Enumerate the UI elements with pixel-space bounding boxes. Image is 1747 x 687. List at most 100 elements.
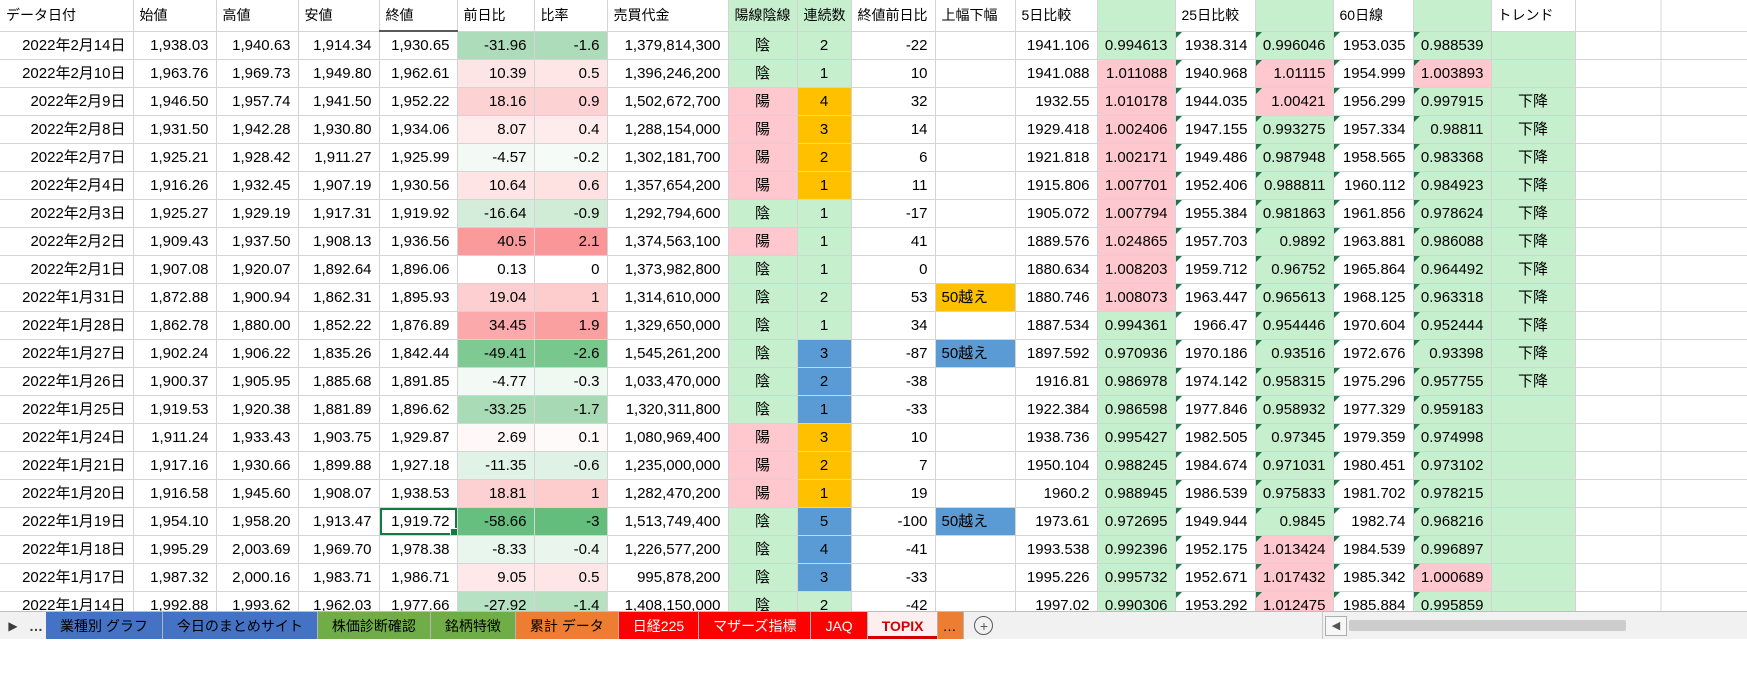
cell-candle[interactable]: 陽 (728, 87, 798, 116)
cell-ma60[interactable]: 1958.565 (1333, 143, 1414, 172)
sheet-tab-4[interactable]: 累計 データ (515, 612, 619, 639)
cell-volume[interactable]: 1,288,154,000 (607, 115, 729, 144)
cell-change[interactable]: 8.07 (457, 115, 535, 144)
cell-ma25-ratio[interactable]: 0.987948 (1255, 143, 1334, 172)
cell-ma60-ratio[interactable]: 0.93398 (1413, 339, 1492, 368)
cell-streak[interactable]: 2 (797, 143, 852, 172)
cell-percent[interactable]: -0.9 (534, 199, 608, 228)
cell-empty[interactable] (1575, 451, 1747, 480)
cell-percent[interactable]: -0.6 (534, 451, 608, 480)
cell-ma5[interactable]: 1929.418 (1015, 115, 1098, 144)
header-cell-low[interactable]: 安値 (298, 0, 380, 32)
cell-run-change[interactable]: 32 (851, 87, 936, 116)
cell-close[interactable]: 1,876.89 (379, 311, 458, 340)
cell-high[interactable]: 1,937.50 (216, 227, 299, 256)
cell-ma25[interactable]: 1957.703 (1175, 227, 1256, 256)
cell-band[interactable] (935, 563, 1016, 592)
cell-open[interactable]: 1,954.10 (133, 507, 217, 536)
cell-streak[interactable]: 1 (797, 59, 852, 88)
cell-ma60[interactable]: 1963.881 (1333, 227, 1414, 256)
cell-open[interactable]: 1,902.24 (133, 339, 217, 368)
cell-open[interactable]: 1,911.24 (133, 423, 217, 452)
cell-ma25[interactable]: 1984.674 (1175, 451, 1256, 480)
cell-ma25-ratio[interactable]: 1.01115 (1255, 59, 1334, 88)
cell-change[interactable]: -49.41 (457, 339, 535, 368)
cell-ma60-ratio[interactable]: 0.988539 (1413, 31, 1492, 60)
cell-open[interactable]: 1,992.88 (133, 591, 217, 611)
cell-ma25-ratio[interactable]: 0.97345 (1255, 423, 1334, 452)
cell-volume[interactable]: 1,302,181,700 (607, 143, 729, 172)
cell-ma25[interactable]: 1952.671 (1175, 563, 1256, 592)
cell-ma25[interactable]: 1977.846 (1175, 395, 1256, 424)
cell-change[interactable]: 0.13 (457, 255, 535, 284)
cell-streak[interactable]: 5 (797, 507, 852, 536)
cell-close[interactable]: 1,896.06 (379, 255, 458, 284)
cell-run-change[interactable]: 10 (851, 59, 936, 88)
cell-close[interactable]: 1,891.85 (379, 367, 458, 396)
cell-ma5[interactable]: 1889.576 (1015, 227, 1098, 256)
cell-close[interactable]: 1,930.56 (379, 171, 458, 200)
cell-ma5[interactable]: 1905.072 (1015, 199, 1098, 228)
cell-change[interactable]: 10.39 (457, 59, 535, 88)
cell-ma5[interactable]: 1993.538 (1015, 535, 1098, 564)
scrollbar-thumb[interactable] (1349, 620, 1627, 631)
cell-volume[interactable]: 1,292,794,600 (607, 199, 729, 228)
cell-ma60-ratio[interactable]: 0.984923 (1413, 171, 1492, 200)
cell-percent[interactable]: -1.7 (534, 395, 608, 424)
cell-candle[interactable]: 陽 (728, 115, 798, 144)
cell-run-change[interactable]: -100 (851, 507, 936, 536)
cell-volume[interactable]: 1,314,610,000 (607, 283, 729, 312)
cell-empty[interactable] (1575, 171, 1747, 200)
cell-empty[interactable] (1575, 143, 1747, 172)
cell-ma5[interactable]: 1997.02 (1015, 591, 1098, 611)
cell-ma60-ratio[interactable]: 0.996897 (1413, 535, 1492, 564)
cell-ma60-ratio[interactable]: 0.986088 (1413, 227, 1492, 256)
header-cell-empty[interactable] (1575, 0, 1747, 32)
sheet-tab-9[interactable]: … (938, 612, 965, 639)
cell-ma25[interactable]: 1952.175 (1175, 535, 1256, 564)
cell-ma5-ratio[interactable]: 1.007794 (1097, 199, 1176, 228)
cell-ma60-ratio[interactable]: 0.968216 (1413, 507, 1492, 536)
cell-ma5[interactable]: 1897.592 (1015, 339, 1098, 368)
cell-ma60[interactable]: 1965.864 (1333, 255, 1414, 284)
cell-streak[interactable]: 1 (797, 395, 852, 424)
cell-ma25[interactable]: 1963.447 (1175, 283, 1256, 312)
scroll-left-icon[interactable]: ◀ (1325, 615, 1347, 636)
cell-close[interactable]: 1,934.06 (379, 115, 458, 144)
cell-empty[interactable] (1575, 479, 1747, 508)
cell-run-change[interactable]: 10 (851, 423, 936, 452)
cell-trend[interactable]: 下降 (1491, 255, 1576, 284)
cell-close[interactable]: 1,986.71 (379, 563, 458, 592)
cell-trend[interactable]: 下降 (1491, 227, 1576, 256)
cell-trend[interactable]: 下降 (1491, 199, 1576, 228)
cell-change[interactable]: 2.69 (457, 423, 535, 452)
cell-percent[interactable]: -0.3 (534, 367, 608, 396)
cell-percent[interactable]: 0.5 (534, 563, 608, 592)
cell-streak[interactable]: 1 (797, 311, 852, 340)
header-cell-ma25-ratio[interactable] (1255, 0, 1334, 32)
cell-candle[interactable]: 陰 (728, 31, 798, 60)
cell-trend[interactable]: 下降 (1491, 115, 1576, 144)
cell-ma25-ratio[interactable]: 0.971031 (1255, 451, 1334, 480)
cell-ma25-ratio[interactable]: 0.988811 (1255, 171, 1334, 200)
cell-low[interactable]: 1,911.27 (298, 143, 380, 172)
cell-empty[interactable] (1575, 283, 1747, 312)
cell-trend[interactable] (1491, 423, 1576, 452)
cell-ma25-ratio[interactable]: 1.00421 (1255, 87, 1334, 116)
cell-percent[interactable]: 0.9 (534, 87, 608, 116)
cell-ma60[interactable]: 1984.539 (1333, 535, 1414, 564)
cell-band[interactable] (935, 423, 1016, 452)
cell-change[interactable]: -16.64 (457, 199, 535, 228)
cell-volume[interactable]: 1,502,672,700 (607, 87, 729, 116)
cell-ma60[interactable]: 1985.342 (1333, 563, 1414, 592)
cell-change[interactable]: -4.77 (457, 367, 535, 396)
cell-empty[interactable] (1575, 367, 1747, 396)
cell-change[interactable]: 18.81 (457, 479, 535, 508)
cell-volume[interactable]: 1,235,000,000 (607, 451, 729, 480)
cell-band[interactable] (935, 367, 1016, 396)
cell-candle[interactable]: 陰 (728, 395, 798, 424)
cell-low[interactable]: 1,913.47 (298, 507, 380, 536)
cell-volume[interactable]: 1,373,982,800 (607, 255, 729, 284)
cell-close[interactable]: 1,895.93 (379, 283, 458, 312)
cell-ma25-ratio[interactable]: 0.981863 (1255, 199, 1334, 228)
